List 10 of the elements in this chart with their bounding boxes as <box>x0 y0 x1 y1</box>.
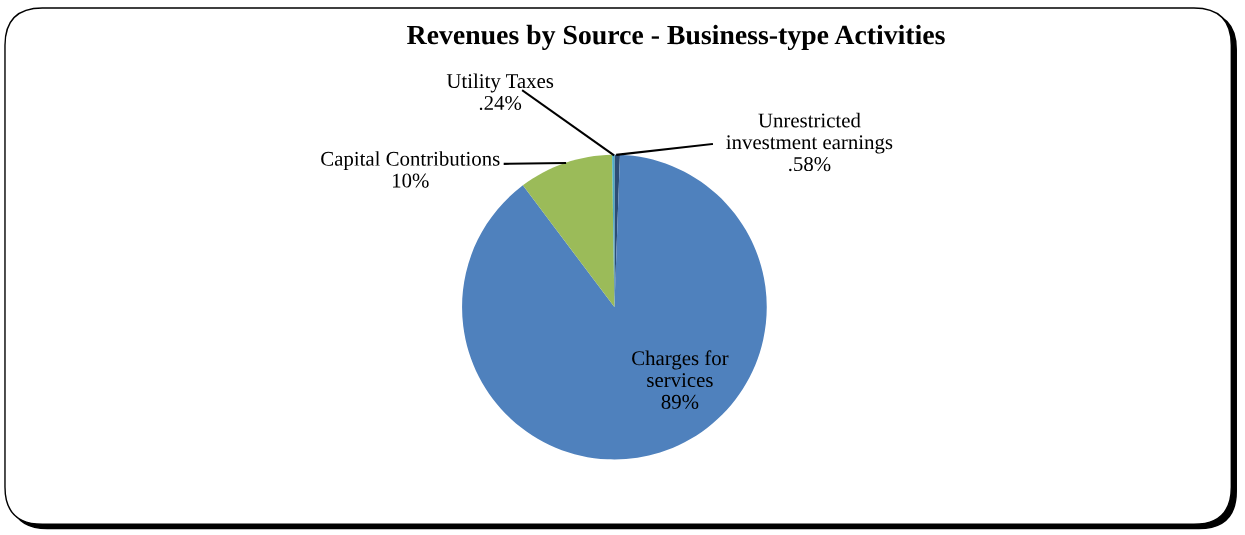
pie-slice <box>522 154 615 308</box>
slice-label: Utility Taxes <box>446 73 554 93</box>
data-label: .24% <box>479 95 522 111</box>
data-label: .58% <box>789 157 831 172</box>
data-label: 89% <box>661 394 699 409</box>
slice-label: Unrestricted investment earnings <box>726 112 893 154</box>
chart-title: Revenues by Source - Business-type Activities <box>407 24 945 51</box>
slice-label: Capital Contributions <box>321 151 500 171</box>
data-label: 10% <box>393 173 429 188</box>
slice-label: Charges for services <box>632 350 729 388</box>
